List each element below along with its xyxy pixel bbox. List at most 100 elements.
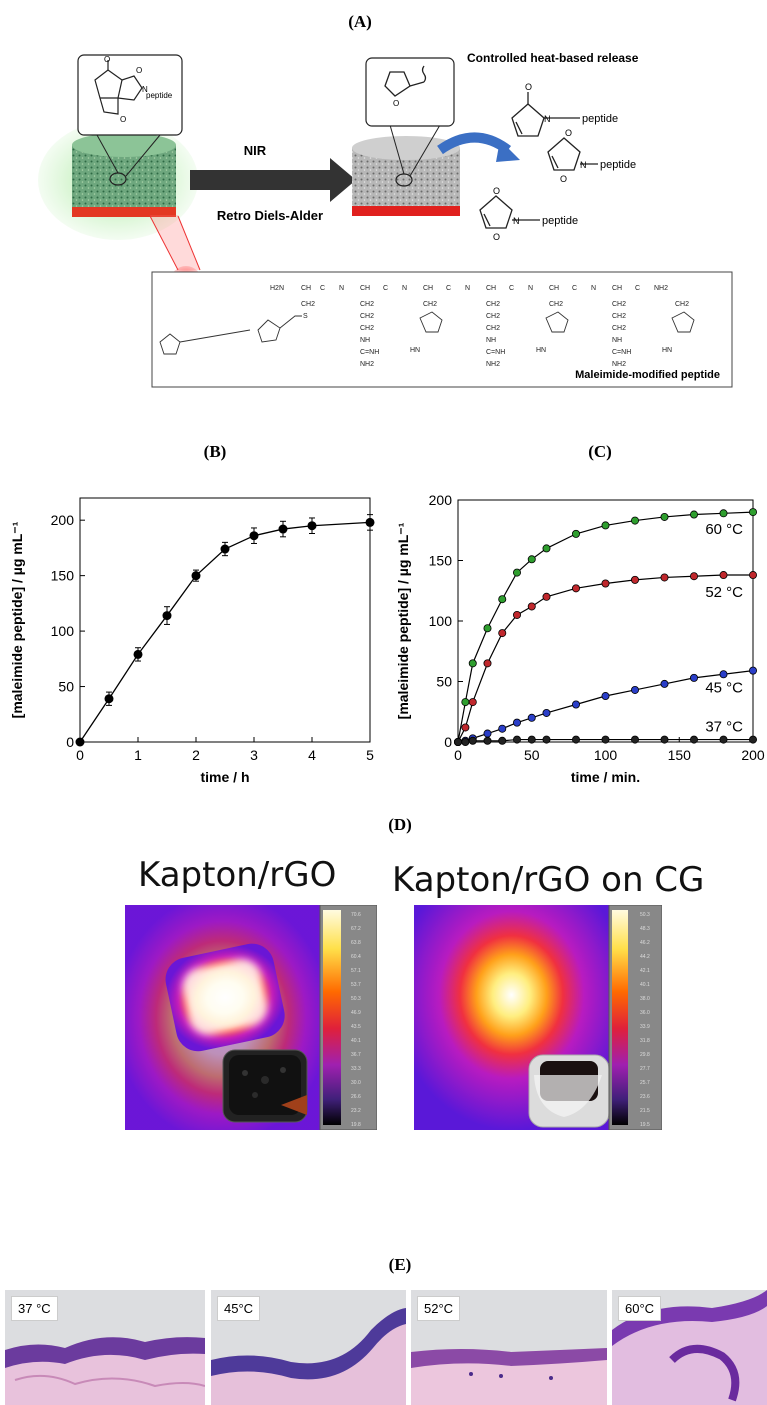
- data-point: [571, 700, 580, 709]
- svg-text:N: N: [544, 114, 551, 124]
- svg-text:C: C: [383, 285, 388, 292]
- data-point: [513, 735, 522, 744]
- furan-zoom-box: [365, 57, 455, 127]
- data-point: [483, 736, 492, 745]
- chart-b-ylabel: [maleimide peptide] / µg mL⁻¹: [9, 521, 25, 718]
- svg-text:HN: HN: [536, 347, 546, 354]
- maleimide-molecule-1: [511, 92, 580, 137]
- svg-text:CH: CH: [612, 285, 622, 292]
- scale-tick-label: 70.6: [351, 912, 361, 918]
- adduct-zoom-box: [77, 54, 183, 136]
- y-tick-label: 200: [51, 512, 75, 528]
- series-label: 37 °C: [705, 719, 743, 736]
- scale-tick-label: 67.2: [351, 926, 361, 932]
- svg-text:O: O: [493, 232, 500, 242]
- histology-image-52: 52°C: [411, 1290, 607, 1405]
- x-tick-label: 3: [250, 747, 258, 763]
- panel-label-c: (C): [588, 442, 612, 461]
- x-tick-label: 1: [134, 747, 142, 763]
- svg-text:O: O: [560, 174, 567, 184]
- data-point: [104, 694, 114, 704]
- data-point: [719, 509, 728, 518]
- svg-text:O: O: [565, 128, 572, 138]
- scale-tick-label: 50.3: [640, 912, 650, 918]
- panel-label-b: (B): [203, 442, 227, 461]
- scale-tick-label: 21.5: [640, 1108, 650, 1114]
- scale-tick-label: 40.1: [351, 1038, 361, 1044]
- svg-text:N: N: [513, 216, 520, 226]
- data-point: [461, 723, 470, 732]
- y-tick-label: 200: [429, 492, 453, 508]
- svg-text:C: C: [509, 285, 514, 292]
- svg-text:NH2: NH2: [486, 361, 500, 368]
- reaction-label: Retro Diels-Alder: [217, 208, 323, 223]
- histology-label-60: 60°C: [618, 1296, 662, 1321]
- data-point: [748, 508, 757, 517]
- sample-photo-left: [222, 1049, 308, 1123]
- scale-tick-label: 46.2: [640, 940, 650, 946]
- peptide-structure: H2N CH C N CH C N CH C N CH C N CH C N C…: [270, 285, 689, 368]
- svg-text:CH2: CH2: [675, 301, 689, 308]
- data-point: [461, 737, 470, 746]
- series-label: 52 °C: [705, 584, 743, 601]
- data-point: [365, 517, 375, 527]
- scale-tick-label: 31.8: [640, 1038, 650, 1044]
- scale-tick-label: 42.1: [640, 968, 650, 974]
- data-point: [513, 718, 522, 727]
- svg-text:NH: NH: [360, 337, 370, 344]
- data-point: [527, 735, 536, 744]
- data-point: [483, 729, 492, 738]
- scale-tick-label: 57.1: [351, 968, 361, 974]
- x-tick-label: 0: [454, 747, 462, 763]
- svg-text:N: N: [142, 85, 148, 94]
- release-arrow: [437, 132, 512, 155]
- scale-tick-label: 29.8: [640, 1052, 650, 1058]
- data-point: [630, 735, 639, 744]
- chart-b-xlabel: time / h: [200, 769, 249, 785]
- svg-text:NH2: NH2: [612, 361, 626, 368]
- svg-text:CH2: CH2: [301, 301, 315, 308]
- svg-text:NH2: NH2: [360, 361, 374, 368]
- scale-tick-label: 60.4: [351, 954, 361, 960]
- release-title: Controlled heat-based release: [467, 51, 639, 65]
- peptide-structure-title: Maleimide-modified peptide: [575, 369, 720, 381]
- histology-label-45: 45°C: [217, 1296, 261, 1321]
- svg-text:HN: HN: [410, 347, 420, 354]
- data-point: [748, 735, 757, 744]
- data-point: [527, 713, 536, 722]
- data-point: [601, 735, 610, 744]
- data-point: [542, 544, 551, 553]
- scale-tick-label: 36.7: [351, 1052, 361, 1058]
- series-label: 60 °C: [705, 521, 743, 538]
- chart-c-xlabel: time / min.: [571, 769, 640, 785]
- temperature-scale-left: [323, 910, 341, 1125]
- data-point: [307, 521, 317, 531]
- sample-photo-right: [528, 1054, 610, 1128]
- svg-text:O: O: [525, 82, 532, 92]
- svg-text:C: C: [320, 285, 325, 292]
- panel-label-e: (E): [388, 1255, 412, 1274]
- x-tick-label: 150: [668, 747, 692, 763]
- svg-text:CH2: CH2: [612, 325, 626, 332]
- data-point: [601, 692, 610, 701]
- data-point: [689, 572, 698, 581]
- svg-text:NH: NH: [486, 337, 496, 344]
- y-tick-label: 50: [58, 679, 74, 695]
- histology-label-37: 37 °C: [11, 1296, 58, 1321]
- maleimide-molecule-2: [547, 137, 598, 171]
- histology-label-52: 52°C: [417, 1296, 461, 1321]
- data-point: [498, 629, 507, 638]
- svg-text:O: O: [493, 186, 500, 196]
- data-point: [513, 610, 522, 619]
- svg-text:O: O: [393, 99, 399, 108]
- svg-text:NH2: NH2: [654, 285, 668, 292]
- svg-text:NH: NH: [612, 337, 622, 344]
- scale-tick-label: 36.0: [640, 1010, 650, 1016]
- data-point: [542, 592, 551, 601]
- x-tick-label: 100: [594, 747, 618, 763]
- data-point: [542, 735, 551, 744]
- peptide-label-2: peptide: [600, 159, 636, 171]
- svg-text:CH: CH: [423, 285, 433, 292]
- data-point: [689, 510, 698, 519]
